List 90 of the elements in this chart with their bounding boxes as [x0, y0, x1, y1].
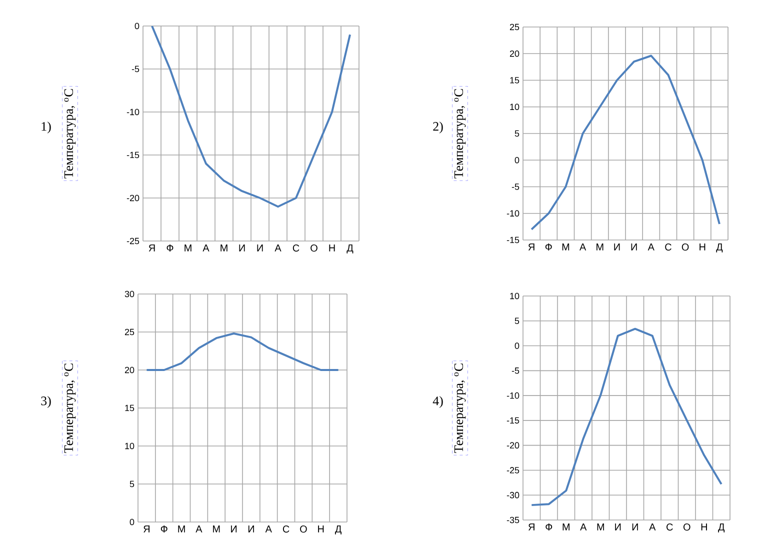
x-tick-label: А — [265, 526, 272, 532]
text: 4) — [432, 396, 443, 408]
text: 2) — [433, 122, 443, 134]
y-tick-label: -10 — [126, 108, 140, 116]
x-tick-label: Н — [701, 524, 707, 530]
x-tick-label: А — [579, 244, 586, 250]
y-tick-label: -5 — [132, 66, 140, 72]
x-tick-label: И — [631, 244, 637, 250]
x-tick-label: О — [682, 244, 689, 251]
x-tick-label: Ф — [546, 524, 552, 530]
y-tick-label: -5 — [512, 368, 520, 374]
y-tick-label: -30 — [506, 492, 520, 498]
x-tick-label: М — [597, 524, 604, 530]
y-tick-label: 5 — [130, 480, 134, 488]
y-tick-label: -35 — [506, 516, 520, 524]
x-tick-label: Ф — [166, 244, 174, 252]
text: 3) — [41, 396, 51, 408]
x-tick-label: И — [615, 524, 621, 530]
y-tick-label: 0 — [514, 156, 520, 164]
x-tick-label: И — [248, 526, 254, 532]
x-tick-label: Д — [346, 244, 354, 254]
x-tick-label: М — [184, 244, 192, 252]
x-tick-label: И — [614, 244, 620, 250]
x-tick-label: Я — [528, 244, 534, 250]
x-tick-label: И — [239, 244, 245, 252]
y-tick-label: 20 — [510, 50, 520, 57]
y-tick-label: 25 — [124, 328, 134, 336]
y-tick-label: -5 — [512, 184, 520, 190]
y-tick-label: 15 — [510, 77, 520, 84]
x-tick-label: М — [213, 526, 220, 532]
x-tick-label: Я — [144, 526, 150, 532]
x-tick-label: С — [665, 244, 672, 251]
y-tick-label: -15 — [506, 417, 520, 424]
x-tick-label: И — [231, 526, 237, 532]
y-axis-title: Температура, $^{о}$С — [454, 89, 466, 178]
x-tick-label: Я — [148, 244, 155, 252]
y-axis-title: Температура, $^{о}$С — [454, 364, 466, 453]
x-tick-label: Ф — [160, 526, 168, 532]
y-tick-label: -10 — [506, 392, 520, 399]
x-tick-label: И — [257, 244, 263, 252]
text: 1) — [42, 122, 51, 134]
x-tick-label: Н — [329, 244, 335, 252]
y-tick-label: 0 — [514, 342, 520, 349]
x-tick-label: Я — [528, 524, 534, 530]
y-tick-label: 0 — [130, 518, 134, 526]
x-tick-label: Д — [718, 524, 725, 532]
y-tick-label: 10 — [510, 104, 520, 110]
y-tick-label: -10 — [506, 210, 520, 217]
x-tick-label: М — [562, 524, 570, 530]
y-tick-label: 20 — [124, 366, 134, 374]
y-tick-label: 0 — [134, 22, 140, 30]
y-tick-label: 10 — [125, 442, 134, 450]
x-tick-label: А — [649, 524, 656, 530]
x-tick-label: О — [683, 524, 690, 531]
x-tick-label: А — [648, 244, 654, 250]
y-tick-label: 5 — [514, 318, 520, 324]
y-tick-label: 25 — [510, 24, 520, 30]
y-tick-label: 10 — [510, 292, 520, 300]
x-tick-label: М — [220, 244, 228, 252]
x-tick-label: А — [202, 244, 210, 252]
y-tick-label: 30 — [124, 290, 134, 298]
line-series — [530, 54, 720, 230]
y-tick-label: 5 — [514, 130, 520, 137]
y-axis-title: Температура, $^{о}$С — [64, 364, 76, 453]
x-tick-label: С — [292, 244, 300, 252]
x-tick-label: Д — [716, 244, 723, 252]
x-tick-label: С — [282, 526, 290, 533]
y-tick-label: -20 — [506, 442, 520, 449]
x-tick-label: О — [300, 526, 307, 533]
x-tick-label: М — [178, 526, 185, 532]
y-axis-title: Температура, $^{о}$С — [64, 89, 76, 178]
x-tick-label: О — [310, 244, 318, 252]
x-tick-label: Н — [700, 244, 706, 250]
x-tick-label: И — [632, 524, 638, 530]
y-tick-label: 15 — [125, 404, 134, 412]
x-tick-label: А — [274, 244, 282, 252]
line-series — [530, 328, 722, 506]
x-tick-label: С — [666, 524, 673, 531]
x-tick-label: А — [196, 526, 202, 532]
x-tick-label: Ф — [545, 244, 552, 250]
x-tick-label: Д — [334, 526, 342, 534]
y-tick-label: -15 — [506, 236, 520, 244]
y-tick-label: -15 — [126, 152, 140, 158]
x-tick-label: М — [596, 244, 604, 250]
y-tick-label: -25 — [126, 238, 140, 244]
x-tick-label: Н — [318, 526, 324, 532]
y-tick-label: -20 — [126, 194, 140, 202]
y-tick-label: -25 — [506, 467, 520, 474]
x-tick-label: М — [562, 244, 570, 250]
x-tick-label: А — [580, 524, 587, 530]
